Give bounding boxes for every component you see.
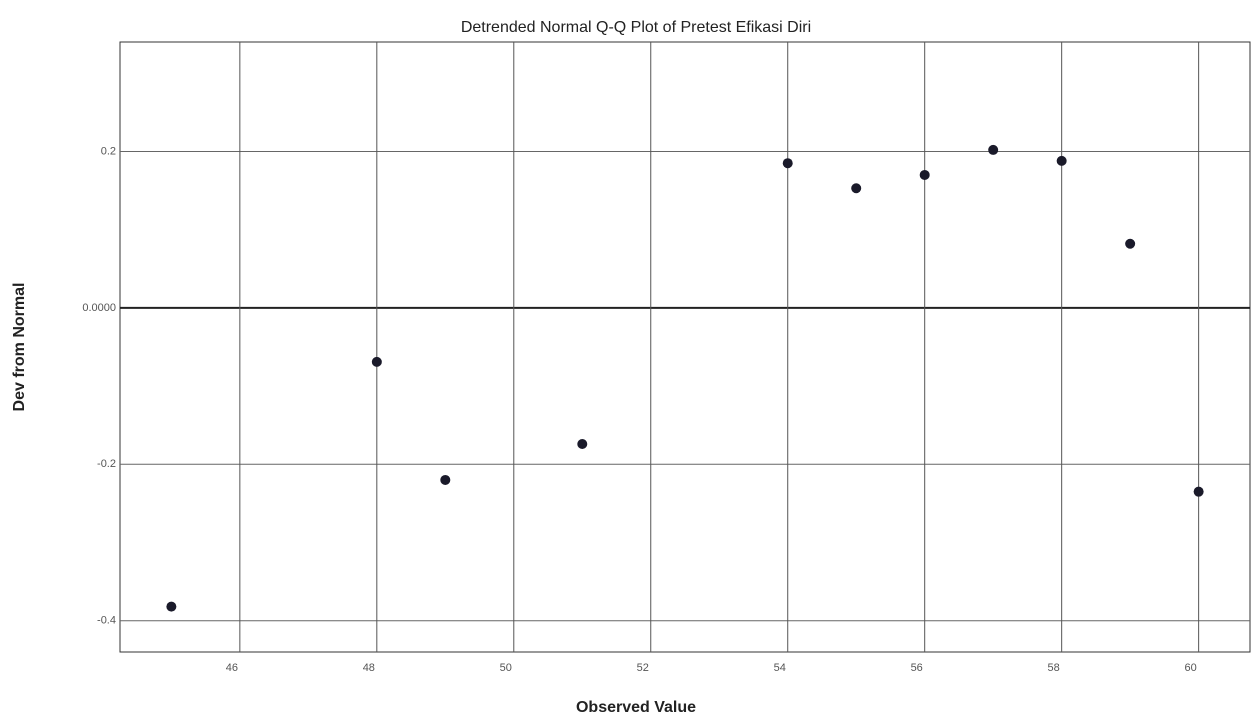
point: [920, 170, 930, 180]
y-tick-label: -0.4: [97, 615, 116, 627]
x-tick-label: 52: [637, 662, 649, 674]
x-tick-label: 50: [500, 662, 512, 674]
y-tick-label: 0.0000: [82, 302, 116, 314]
chart: Detrended Normal Q-Q Plot of Pretest Efi…: [0, 0, 1251, 721]
y-tick-label: -0.2: [97, 458, 116, 470]
x-tick-label: 58: [1048, 662, 1060, 674]
point: [166, 602, 176, 612]
point: [1125, 239, 1135, 249]
point: [1194, 487, 1204, 497]
chart-title: Detrended Normal Q-Q Plot of Pretest Efi…: [461, 19, 811, 36]
x-tick-label: 46: [226, 662, 238, 674]
point: [440, 475, 450, 485]
x-tick-label: 56: [911, 662, 923, 674]
point: [851, 183, 861, 193]
x-tick-label: 54: [774, 662, 786, 674]
point: [372, 357, 382, 367]
x-tick-label: 48: [363, 662, 375, 674]
x-tick-label: 60: [1185, 662, 1197, 674]
point: [1057, 156, 1067, 166]
y-tick-label: 0.2: [101, 145, 116, 157]
point: [988, 145, 998, 155]
plot-frame: [120, 42, 1250, 652]
x-axis-title: Observed Value: [576, 699, 696, 716]
point: [783, 158, 793, 168]
point: [577, 439, 587, 449]
y-axis-title: Dev from Normal: [11, 283, 28, 412]
